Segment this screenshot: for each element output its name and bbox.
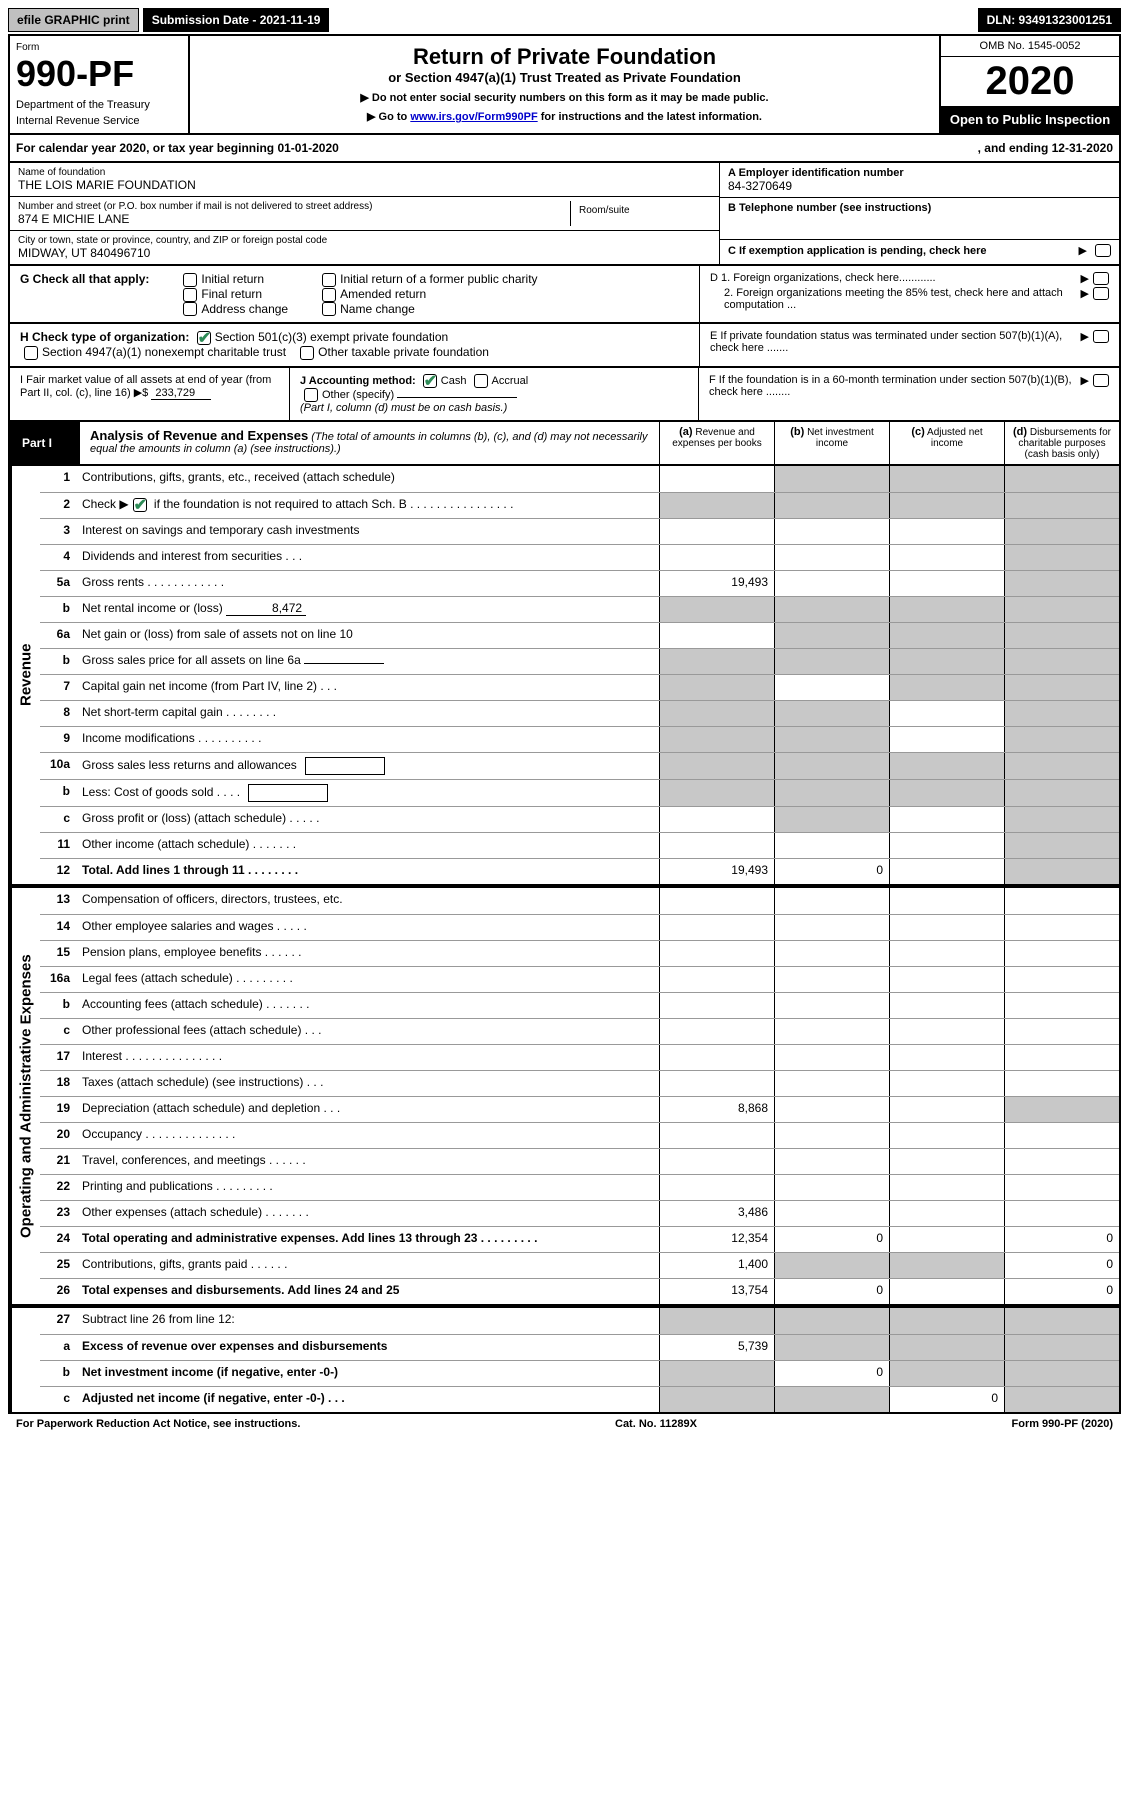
cat-no: Cat. No. 11289X xyxy=(615,1418,697,1430)
part1-label: Part I xyxy=(10,422,80,464)
form-header: Form 990-PF Department of the Treasury I… xyxy=(8,34,1121,135)
checkbox-accrual[interactable] xyxy=(474,374,488,388)
form-ref: Form 990-PF (2020) xyxy=(1012,1418,1113,1430)
col-d-head: (d) Disbursements for charitable purpose… xyxy=(1004,422,1119,464)
expenses-sidelabel: Operating and Administrative Expenses xyxy=(10,888,40,1304)
submission-date: Submission Date - 2021-11-19 xyxy=(143,8,330,32)
col-a-head: (a) Revenue and expenses per books xyxy=(659,422,774,464)
part1-header: Part I Analysis of Revenue and Expenses … xyxy=(8,422,1121,466)
form-number: 990-PF xyxy=(16,53,182,95)
tax-year: 2020 xyxy=(941,57,1119,106)
foundation-name-label: Name of foundation xyxy=(18,167,711,178)
col-b-head: (b) Net investment income xyxy=(774,422,889,464)
checkbox-d1[interactable] xyxy=(1093,272,1109,285)
info-block: Name of foundation THE LOIS MARIE FOUNDA… xyxy=(8,163,1121,266)
foundation-name: THE LOIS MARIE FOUNDATION xyxy=(18,178,711,192)
exemption-pending: C If exemption application is pending, c… xyxy=(728,245,1075,257)
dept: Department of the Treasury xyxy=(16,99,182,111)
checkbox-name[interactable] xyxy=(322,302,336,316)
ein-label: A Employer identification number xyxy=(728,167,1111,179)
checkbox-amended[interactable] xyxy=(322,288,336,302)
checkbox-c[interactable] xyxy=(1095,244,1111,257)
checkbox-initial[interactable] xyxy=(183,273,197,287)
form-subtitle: or Section 4947(a)(1) Trust Treated as P… xyxy=(198,70,931,85)
calendar-year-row: For calendar year 2020, or tax year begi… xyxy=(8,135,1121,163)
room-label: Room/suite xyxy=(579,205,703,216)
note-ssn: ▶ Do not enter social security numbers o… xyxy=(198,91,931,104)
expenses-table: Operating and Administrative Expenses 13… xyxy=(8,886,1121,1306)
col-c-head: (c) Adjusted net income xyxy=(889,422,1004,464)
checkbox-f[interactable] xyxy=(1093,374,1109,387)
checkbox-d2[interactable] xyxy=(1093,287,1109,300)
checkbox-other-taxable[interactable] xyxy=(300,346,314,360)
street-address: 874 E MICHIE LANE xyxy=(18,212,570,226)
checkbox-4947a1[interactable] xyxy=(24,346,38,360)
paperwork-notice: For Paperwork Reduction Act Notice, see … xyxy=(16,1418,300,1430)
topbar: efile GRAPHIC print Submission Date - 20… xyxy=(8,8,1121,32)
revenue-table: Revenue 1Contributions, gifts, grants, e… xyxy=(8,466,1121,886)
city-state-zip: MIDWAY, UT 840496710 xyxy=(18,246,711,260)
efile-badge: efile GRAPHIC print xyxy=(8,8,139,32)
checkbox-addr[interactable] xyxy=(183,302,197,316)
checkbox-other-method[interactable] xyxy=(304,388,318,402)
page-footer: For Paperwork Reduction Act Notice, see … xyxy=(8,1414,1121,1434)
fmv-value: 233,729 xyxy=(151,387,211,400)
omb: OMB No. 1545-0052 xyxy=(941,36,1119,57)
checkbox-schb[interactable] xyxy=(133,498,147,512)
irs-link[interactable]: www.irs.gov/Form990PF xyxy=(410,111,537,123)
form-title: Return of Private Foundation xyxy=(198,44,931,70)
checkbox-final[interactable] xyxy=(183,288,197,302)
note-link: ▶ Go to www.irs.gov/Form990PF for instru… xyxy=(198,110,931,123)
revenue-sidelabel: Revenue xyxy=(10,466,40,884)
address-label: Number and street (or P.O. box number if… xyxy=(18,201,570,212)
checkbox-e[interactable] xyxy=(1093,330,1109,343)
checkbox-cash[interactable] xyxy=(423,374,437,388)
city-label: City or town, state or province, country… xyxy=(18,235,711,246)
section-h: H Check type of organization: Section 50… xyxy=(8,324,1121,368)
net-table: 27Subtract line 26 from line 12: aExcess… xyxy=(8,1306,1121,1414)
form-label: Form xyxy=(16,42,182,53)
open-public: Open to Public Inspection xyxy=(941,106,1119,133)
irs: Internal Revenue Service xyxy=(16,115,182,127)
telephone-label: B Telephone number (see instructions) xyxy=(728,202,1111,214)
section-ijf: I Fair market value of all assets at end… xyxy=(8,368,1121,422)
checkbox-501c3[interactable] xyxy=(197,331,211,345)
section-g: G Check all that apply: Initial return F… xyxy=(8,266,1121,324)
checkbox-initial-former[interactable] xyxy=(322,273,336,287)
dln: DLN: 93491323001251 xyxy=(978,8,1121,32)
ein: 84-3270649 xyxy=(728,179,1111,193)
